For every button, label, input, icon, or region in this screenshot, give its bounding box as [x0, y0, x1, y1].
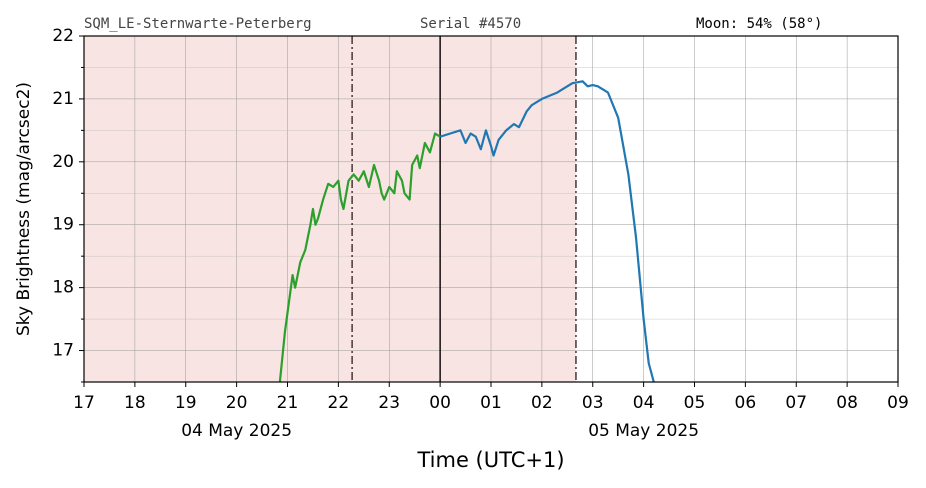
- x-tick-label: 05: [684, 393, 706, 413]
- x-tick-label: 17: [73, 393, 95, 413]
- y-tick-label: 17: [52, 341, 74, 361]
- y-axis-label: Sky Brightness (mag/arcsec2): [14, 82, 34, 336]
- header-right: Moon: 54% (58°): [696, 16, 822, 32]
- y-tick-label: 22: [52, 26, 74, 46]
- date-label: 05 May 2025: [588, 421, 699, 441]
- y-tick-label: 18: [52, 278, 74, 298]
- x-tick-label: 20: [226, 393, 248, 413]
- x-tick-label: 22: [328, 393, 350, 413]
- night-shade: [84, 36, 576, 382]
- x-tick-label: 09: [887, 393, 909, 413]
- header-left: SQM_LE-Sternwarte-Peterberg: [84, 16, 312, 32]
- x-tick-label: 03: [582, 393, 604, 413]
- data-line: [439, 80, 655, 382]
- x-tick-label: 06: [735, 393, 757, 413]
- y-tick-label: 20: [52, 152, 74, 172]
- x-tick-label: 04: [633, 393, 655, 413]
- plot-frame: [83, 35, 899, 383]
- x-axis-label: Time (UTC+1): [416, 448, 564, 472]
- header-mid: Serial #4570: [420, 16, 521, 32]
- x-tick-label: 00: [429, 393, 451, 413]
- x-tick-label: 23: [378, 393, 400, 413]
- y-tick-label: 21: [52, 89, 74, 109]
- x-tick-label: 07: [785, 393, 807, 413]
- x-tick-label: 18: [124, 393, 146, 413]
- x-tick-label: 21: [277, 393, 299, 413]
- x-tick-label: 19: [175, 393, 197, 413]
- x-tick-label: 02: [531, 393, 553, 413]
- data-line: [278, 132, 441, 382]
- x-tick-label: 08: [836, 393, 858, 413]
- y-tick-label: 19: [52, 215, 74, 235]
- date-label: 04 May 2025: [181, 421, 292, 441]
- x-tick-label: 01: [480, 393, 502, 413]
